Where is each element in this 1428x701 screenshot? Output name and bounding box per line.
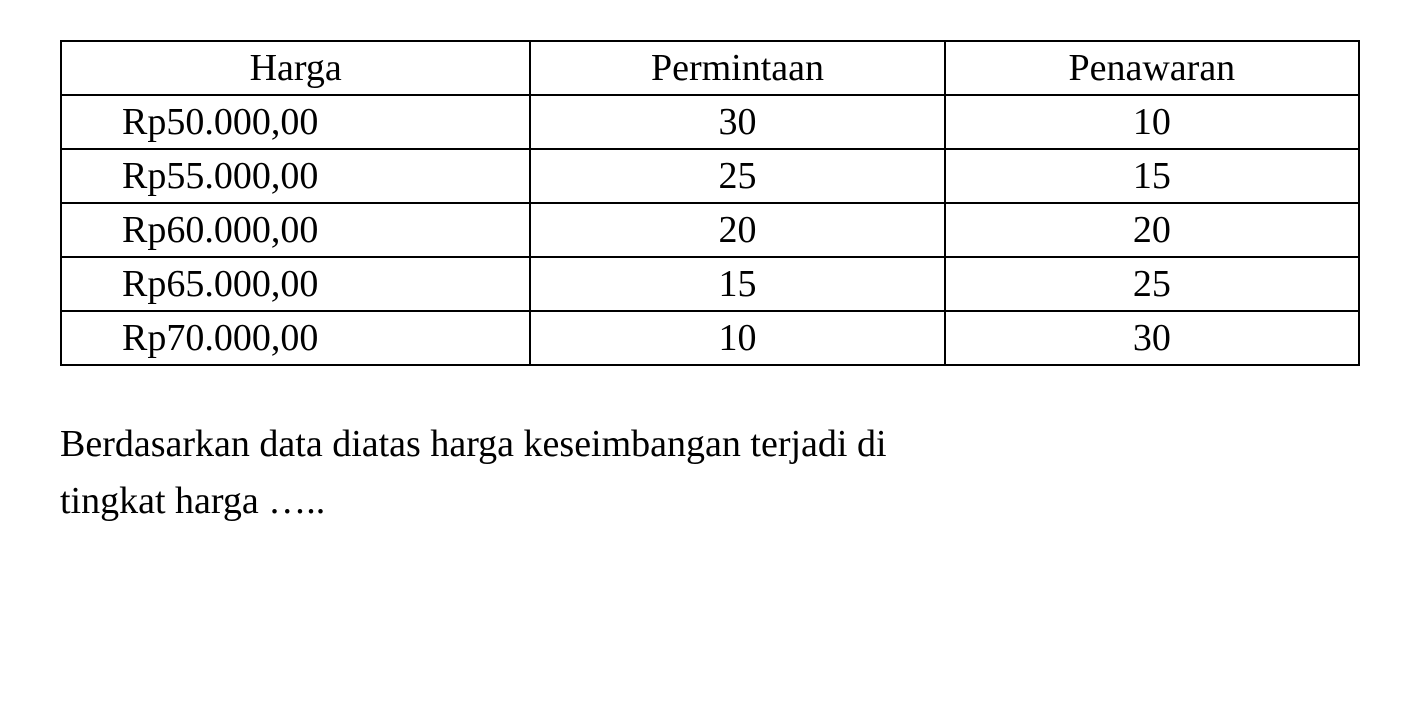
- cell-harga: Rp65.000,00: [61, 257, 530, 311]
- cell-penawaran: 25: [945, 257, 1359, 311]
- cell-harga: Rp60.000,00: [61, 203, 530, 257]
- question-line-2: tingkat harga …..: [60, 480, 325, 522]
- cell-penawaran: 30: [945, 311, 1359, 365]
- table-row: Rp60.000,00 20 20: [61, 203, 1359, 257]
- table-row: Rp65.000,00 15 25: [61, 257, 1359, 311]
- cell-permintaan: 15: [530, 257, 944, 311]
- cell-penawaran: 15: [945, 149, 1359, 203]
- column-header-harga: Harga: [61, 41, 530, 95]
- question-line-1: Berdasarkan data diatas harga keseimbang…: [60, 423, 887, 465]
- cell-harga: Rp70.000,00: [61, 311, 530, 365]
- table-row: Rp55.000,00 25 15: [61, 149, 1359, 203]
- question-text: Berdasarkan data diatas harga keseimbang…: [60, 416, 1368, 530]
- table-row: Rp70.000,00 10 30: [61, 311, 1359, 365]
- cell-harga: Rp50.000,00: [61, 95, 530, 149]
- column-header-penawaran: Penawaran: [945, 41, 1359, 95]
- cell-penawaran: 20: [945, 203, 1359, 257]
- price-demand-supply-table: Harga Permintaan Penawaran Rp50.000,00 3…: [60, 40, 1360, 366]
- cell-harga: Rp55.000,00: [61, 149, 530, 203]
- cell-permintaan: 25: [530, 149, 944, 203]
- cell-permintaan: 30: [530, 95, 944, 149]
- column-header-permintaan: Permintaan: [530, 41, 944, 95]
- table-row: Rp50.000,00 30 10: [61, 95, 1359, 149]
- cell-permintaan: 10: [530, 311, 944, 365]
- table-header-row: Harga Permintaan Penawaran: [61, 41, 1359, 95]
- cell-permintaan: 20: [530, 203, 944, 257]
- cell-penawaran: 10: [945, 95, 1359, 149]
